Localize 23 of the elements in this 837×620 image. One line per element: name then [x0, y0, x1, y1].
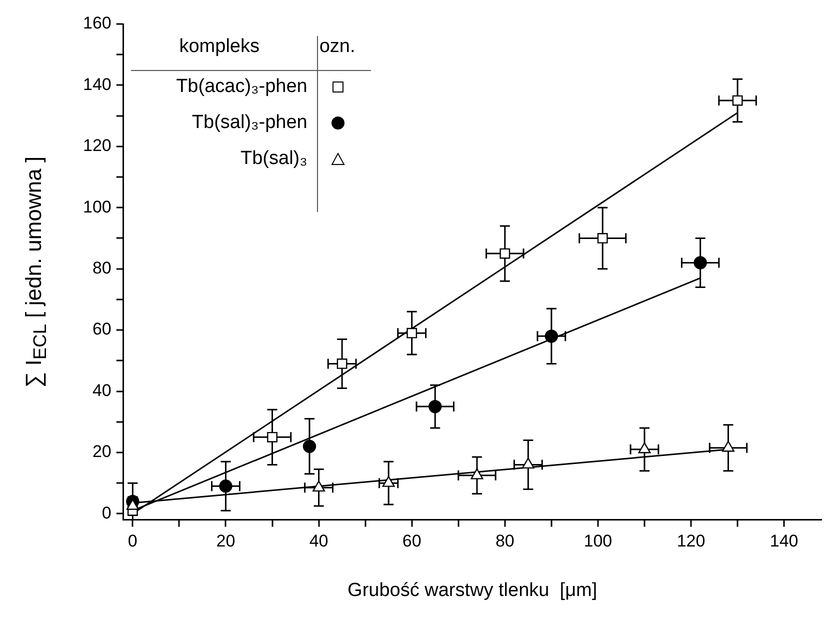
y-tick-label: 40: [92, 380, 112, 400]
y-tick-label: 160: [82, 14, 112, 33]
y-tick-label: 100: [82, 197, 112, 216]
x-tick-label: 80: [495, 532, 514, 551]
y-tick-label: 60: [92, 320, 112, 339]
y-tick-label: 80: [92, 258, 112, 278]
legend-label: Tb(sal)₃-phen: [190, 112, 308, 134]
y-tick-label: 140: [82, 74, 112, 94]
legend-label: Tb(acac)₃-phen: [175, 76, 308, 98]
x-axis-title: Grubość warstwy tlenku [μm]: [348, 580, 598, 601]
x-tick-label: 0: [128, 532, 138, 551]
y-tick-label: 120: [82, 136, 112, 156]
y-tick-label: 0: [102, 503, 112, 522]
x-tick-label: 40: [309, 532, 328, 551]
x-tick-label: 140: [770, 532, 798, 551]
x-tick-label: 60: [402, 532, 422, 551]
x-tick-label: 20: [216, 532, 236, 551]
annotation: ozn.: [318, 36, 356, 59]
legend-label: Tb(sal)₃: [240, 148, 308, 170]
y-tick-label: 20: [92, 442, 112, 462]
x-tick-label: 100: [584, 532, 612, 551]
legend-title: kompleks: [178, 36, 260, 59]
x-tick-label: 120: [676, 532, 706, 551]
